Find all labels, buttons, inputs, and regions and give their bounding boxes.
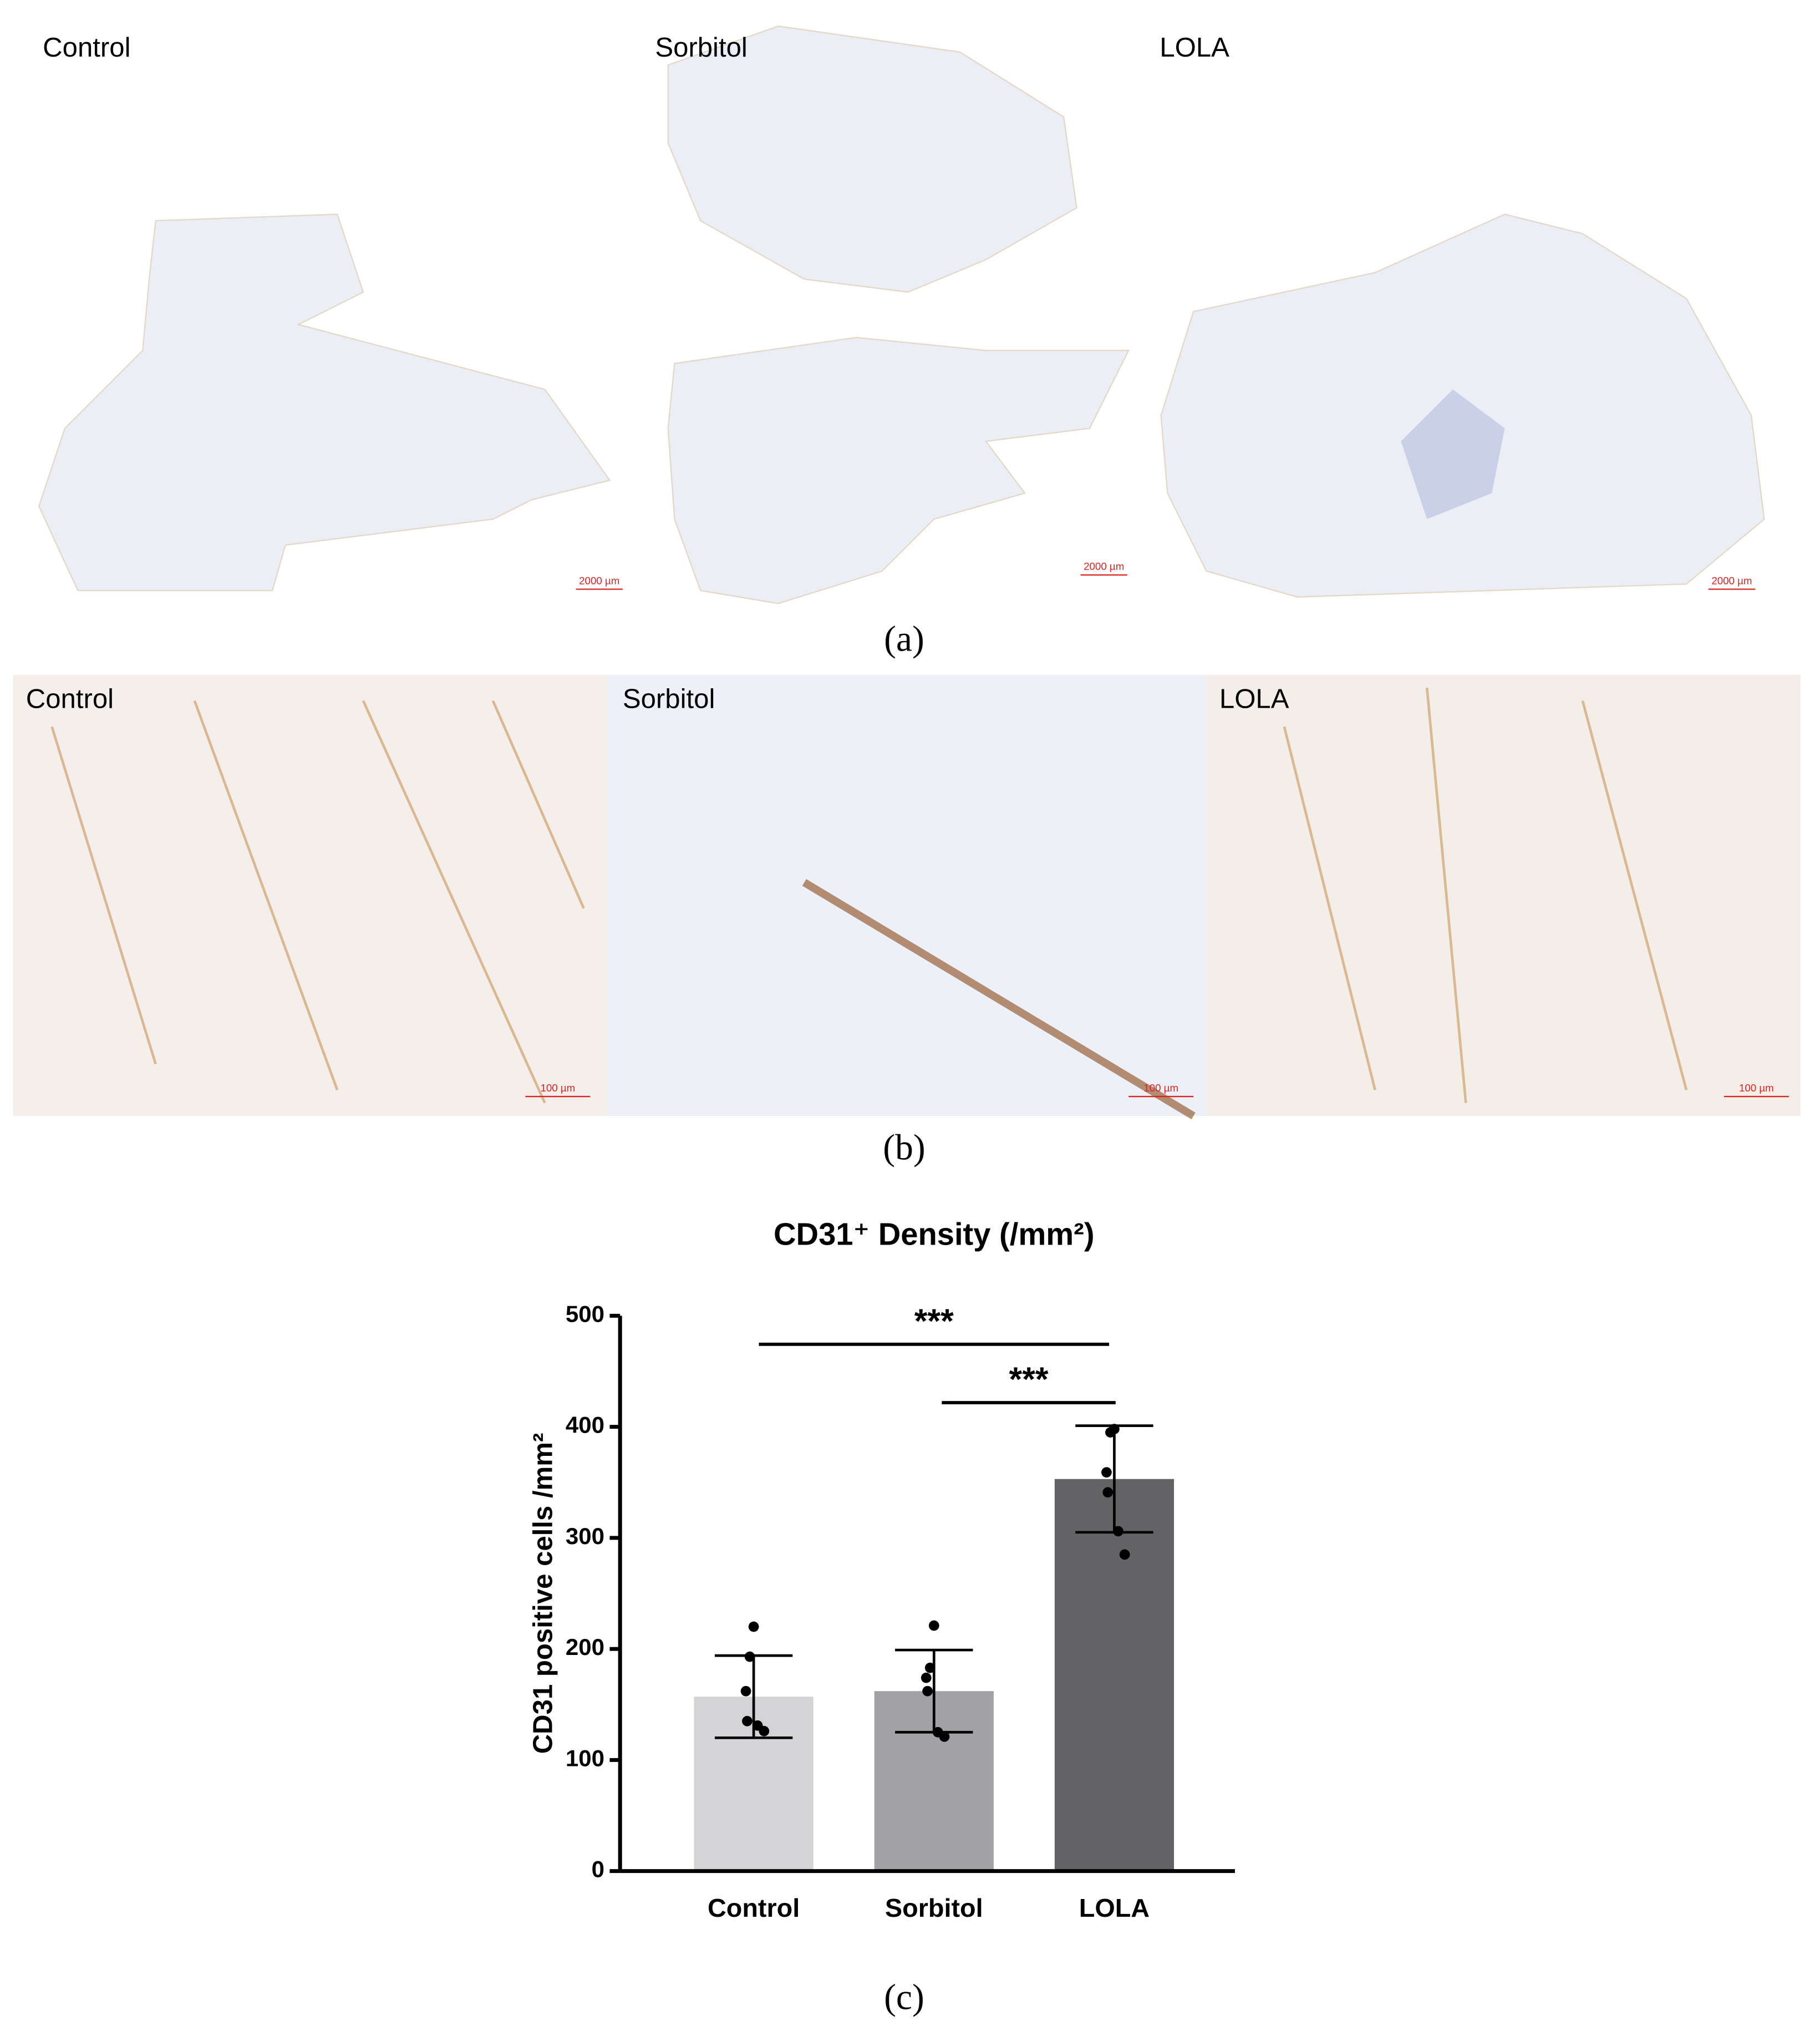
panel-b-images — [13, 674, 1801, 1120]
y-tick-label: 0 — [592, 1856, 604, 1882]
micrograph — [1206, 674, 1801, 1116]
data-point — [1105, 1427, 1116, 1438]
caption: (c) — [884, 1978, 924, 2018]
data-point — [1102, 1487, 1114, 1498]
data-point — [748, 1621, 759, 1632]
panel-label: Control — [26, 684, 114, 714]
scale-bar-label: 2000 µm — [579, 575, 619, 586]
data-point — [921, 1672, 932, 1683]
caption: (a) — [884, 619, 924, 659]
data-point — [742, 1715, 753, 1727]
data-point — [924, 1662, 936, 1673]
panel-label: Control — [43, 33, 130, 63]
panel-label: LOLA — [1160, 33, 1229, 63]
vessel-stain — [50, 687, 1688, 1120]
panel-label: Sorbitol — [655, 33, 748, 63]
y-tick-label: 300 — [566, 1523, 604, 1549]
y-tick-label: 200 — [566, 1634, 604, 1660]
data-point — [740, 1685, 751, 1697]
micrograph — [13, 674, 607, 1116]
data-point — [1119, 1549, 1130, 1560]
tissue-stain — [1401, 389, 1505, 520]
data-point — [759, 1725, 770, 1737]
data-point — [939, 1731, 950, 1742]
scale-bar-label: 100 µm — [1739, 1082, 1774, 1094]
tissue — [38, 214, 611, 591]
chart-title: CD31⁺ Density (/mm²) — [774, 1216, 1095, 1251]
panel-a-images — [38, 25, 1765, 605]
data-point — [744, 1651, 755, 1662]
tissue — [667, 337, 1130, 605]
y-tick-label: 500 — [566, 1301, 604, 1327]
data-point — [1113, 1526, 1123, 1537]
bar — [1054, 1479, 1175, 1871]
x-tick-label: LOLA — [1079, 1893, 1150, 1922]
panel-label: LOLA — [1219, 684, 1289, 714]
significance-label: *** — [914, 1302, 954, 1339]
tissue — [667, 25, 1077, 293]
data-point — [1101, 1467, 1112, 1478]
x-tick-label: Control — [708, 1893, 800, 1922]
y-tick-label: 100 — [566, 1745, 604, 1771]
data-point — [928, 1620, 939, 1631]
scale-bar-label: 2000 µm — [1084, 561, 1124, 572]
scale-bar-label: 2000 µm — [1711, 575, 1752, 586]
significance-label: *** — [1009, 1360, 1049, 1398]
micrograph — [607, 674, 1207, 1116]
caption: (b) — [883, 1128, 925, 1167]
y-tick-label: 400 — [566, 1412, 604, 1438]
data-point — [922, 1685, 933, 1697]
x-tick-label: Sorbitol — [885, 1893, 983, 1922]
panel-label: Sorbitol — [623, 684, 715, 714]
scale-bar-label: 100 µm — [541, 1082, 576, 1094]
scale-bar-label: 100 µm — [1143, 1082, 1178, 1094]
y-axis-label: CD31 positive cells /mm² — [528, 1433, 558, 1754]
